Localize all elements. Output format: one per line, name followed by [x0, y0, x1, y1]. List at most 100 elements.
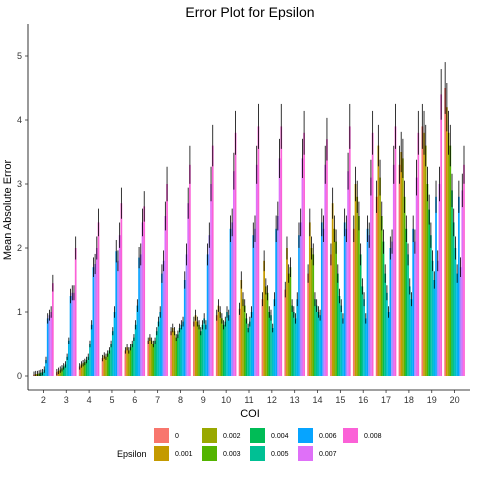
bar: [322, 228, 325, 376]
bar: [238, 308, 241, 376]
bar: [101, 358, 104, 376]
bar: [347, 171, 349, 376]
bar: [456, 273, 459, 376]
legend-title: Epsilon: [117, 449, 147, 459]
x-tick-label: 15: [335, 395, 345, 405]
bar: [87, 356, 90, 376]
bar: [421, 126, 424, 377]
bar: [126, 347, 128, 376]
bar: [249, 321, 251, 376]
bar: [208, 235, 211, 376]
legend-swatch: [154, 446, 169, 461]
bar: [73, 292, 75, 376]
bar: [348, 126, 351, 377]
bar: [82, 363, 84, 376]
bar: [452, 222, 455, 376]
bar: [389, 248, 392, 376]
bar: [280, 126, 283, 377]
bar: [454, 248, 457, 376]
bar: [400, 152, 403, 376]
bar: [415, 177, 418, 376]
legend-swatch: [250, 446, 265, 461]
legend-label: 0.008: [364, 433, 382, 440]
bar: [147, 340, 150, 376]
bar: [444, 88, 447, 376]
bar: [182, 321, 184, 376]
bar: [287, 273, 290, 376]
bar: [356, 196, 359, 376]
bar: [291, 305, 293, 376]
bar: [338, 296, 341, 376]
bar: [115, 251, 118, 376]
bar: [361, 286, 364, 376]
bar: [412, 228, 415, 376]
bar: [340, 305, 343, 376]
bar: [410, 299, 413, 376]
bar: [459, 267, 462, 376]
bar: [134, 324, 137, 376]
bar: [433, 280, 436, 376]
legend-label: 0.001: [175, 451, 193, 458]
bar: [294, 318, 297, 376]
bar: [264, 286, 267, 376]
bar: [69, 296, 72, 376]
x-tick-label: 16: [358, 395, 368, 405]
bar: [206, 254, 209, 376]
bar: [227, 315, 230, 376]
bar: [402, 158, 404, 376]
x-tick-label: 3: [64, 395, 69, 405]
y-tick-label: 0: [17, 371, 22, 381]
bar: [314, 299, 316, 376]
bar: [359, 254, 362, 376]
legend-swatch: [202, 428, 217, 443]
bar: [247, 328, 249, 376]
bar: [74, 248, 77, 376]
bar: [124, 350, 127, 376]
bar: [240, 280, 243, 376]
y-tick-label: 4: [17, 115, 22, 125]
bar: [162, 260, 165, 376]
bar: [46, 318, 49, 376]
legend-label: 0.003: [223, 451, 241, 458]
bar: [97, 222, 100, 376]
bar: [161, 273, 163, 376]
bar: [386, 292, 388, 376]
bar: [391, 241, 393, 376]
bar: [317, 312, 320, 376]
bar: [424, 145, 427, 376]
bar: [315, 305, 318, 376]
bar: [407, 254, 409, 376]
bar: [127, 350, 130, 376]
bar: [384, 273, 387, 376]
bar: [185, 254, 188, 376]
x-tick-label: 14: [313, 395, 323, 405]
bar: [375, 196, 378, 376]
bar: [150, 340, 153, 376]
bar: [449, 145, 452, 376]
bar: [171, 328, 174, 376]
bar: [380, 216, 383, 376]
y-axis-title: Mean Absolute Error: [2, 160, 14, 261]
chart-title: Error Plot for Epsilon: [185, 4, 314, 20]
bar: [117, 260, 119, 376]
bar: [254, 228, 256, 376]
bar: [164, 216, 167, 376]
bar: [203, 318, 206, 376]
bar: [438, 184, 441, 376]
bar: [379, 177, 381, 376]
y-tick-label: 2: [17, 243, 22, 253]
bar: [335, 241, 337, 376]
x-tick-label: 8: [178, 395, 183, 405]
bar: [108, 350, 111, 376]
bar: [157, 321, 160, 376]
bar: [234, 132, 237, 376]
bar: [364, 318, 367, 376]
bar: [177, 334, 179, 376]
bar: [252, 235, 255, 376]
bar: [221, 318, 223, 376]
bar: [129, 347, 132, 376]
x-tick-label: 7: [155, 395, 160, 405]
bar: [226, 312, 228, 376]
legend-swatch: [250, 428, 265, 443]
bar: [51, 283, 54, 376]
